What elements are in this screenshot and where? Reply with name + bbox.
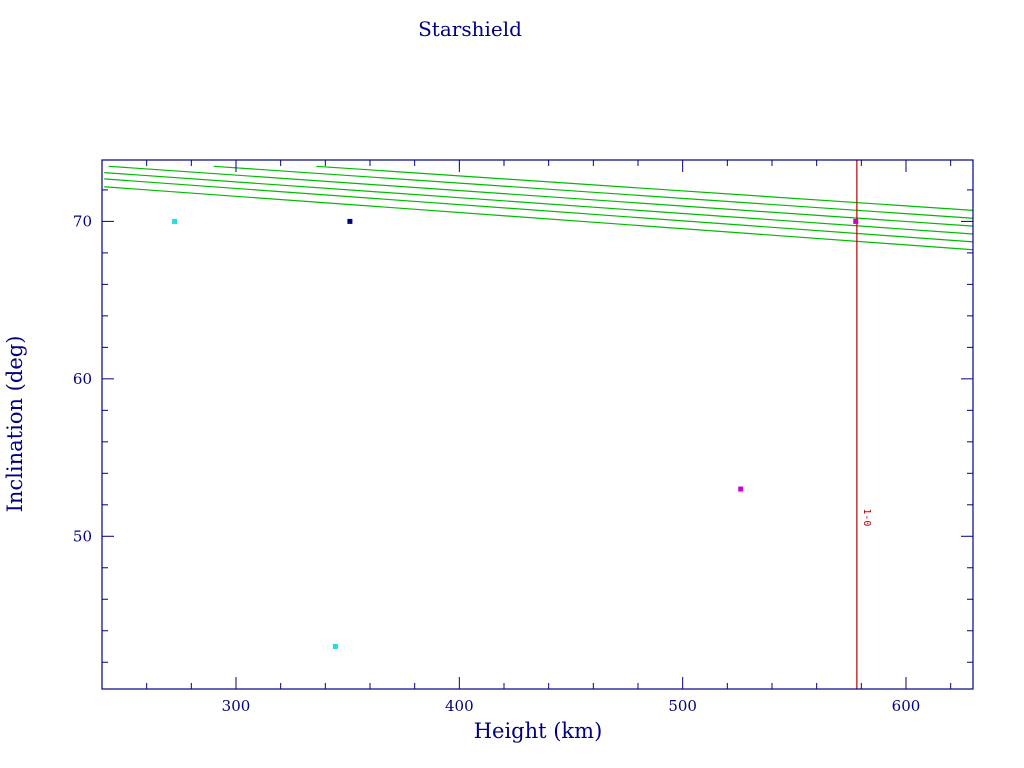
data-point-4 <box>738 486 744 492</box>
curve-2 <box>104 178 974 243</box>
data-point-3 <box>347 218 353 224</box>
plot-frame <box>101 159 974 690</box>
x-tick-label: 500 <box>668 697 697 715</box>
curve-1 <box>104 186 974 251</box>
data-point-2 <box>332 643 338 649</box>
x-tick-label: 400 <box>445 697 474 715</box>
data-point-1 <box>172 218 178 224</box>
curve-5 <box>213 165 974 219</box>
points-layer <box>172 218 859 649</box>
data-point-5 <box>853 218 859 224</box>
y-axis-label: Inclination (deg) <box>3 336 27 513</box>
curve-6 <box>316 165 974 211</box>
x-tick-label: 600 <box>892 697 921 715</box>
chart-title: Starshield <box>418 17 522 41</box>
y-tick-label: 50 <box>73 527 92 545</box>
y-tick-label: 60 <box>73 370 92 388</box>
curve-3 <box>104 171 974 235</box>
curve-4 <box>108 165 974 227</box>
y-tick-label: 70 <box>73 212 92 230</box>
x-axis-label: Height (km) <box>474 719 603 743</box>
axes-layer: 300 400 500 600 50 60 70 <box>73 159 974 715</box>
vertical-marker-label: 1-0 <box>861 508 872 526</box>
curves-layer <box>104 165 974 251</box>
vertical-line-layer: 1-0 <box>856 160 872 689</box>
x-tick-label: 300 <box>222 697 251 715</box>
